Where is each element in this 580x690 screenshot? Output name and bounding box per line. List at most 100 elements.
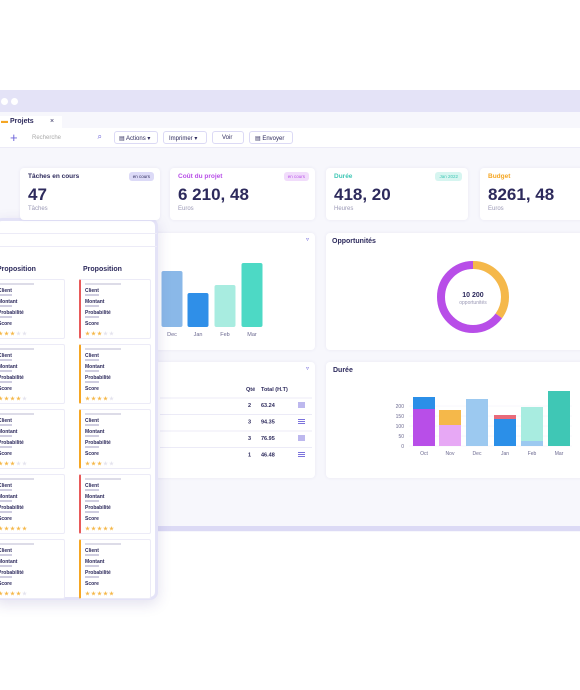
bar: [187, 293, 209, 327]
star: [4, 461, 9, 466]
star: [109, 396, 114, 401]
star: [10, 591, 15, 596]
field-label: Score: [85, 386, 99, 392]
star: [0, 526, 3, 531]
actions-button[interactable]: ▤ Actions ▾: [114, 131, 158, 144]
field-value: [0, 381, 12, 383]
field-label: Probabilité: [85, 505, 111, 511]
field-label: Montant: [0, 494, 18, 500]
field-value: [0, 489, 12, 491]
field-label: Client: [85, 483, 99, 489]
field-value: [85, 576, 99, 578]
bar: [161, 271, 183, 327]
bar-segment: [521, 441, 543, 446]
field-value: [85, 500, 99, 502]
star: [4, 396, 9, 401]
table-cell: 46.48: [261, 453, 275, 459]
star: [97, 526, 102, 531]
field-value: [0, 294, 12, 296]
field-value: [0, 554, 12, 556]
field-label: Probabilité: [85, 375, 111, 381]
star: [97, 396, 102, 401]
x-tick-label: Dec: [473, 451, 482, 457]
bar-segment: [494, 415, 516, 419]
card-header: [85, 283, 121, 285]
star: [10, 526, 15, 531]
print-button[interactable]: Imprimer ▾: [163, 131, 207, 144]
y-tick-label: 200: [396, 404, 405, 410]
table-header: Total (H.T): [261, 387, 288, 393]
column-title: Proposition: [0, 266, 36, 273]
field-label: Montant: [0, 364, 18, 370]
card-header: [0, 283, 34, 285]
star: [97, 331, 102, 336]
card-header: [0, 478, 34, 480]
star: [91, 396, 96, 401]
proposal-card: Client Montant Probabilité Score: [0, 409, 65, 469]
proposal-card: Client Montant Probabilité Score: [79, 539, 151, 599]
kpi-card: Coût du projet en cours 6 210, 48 Euros: [170, 168, 315, 220]
field-label: Montant: [85, 299, 105, 305]
proposal-card: Client Montant Probabilité Score: [0, 344, 65, 404]
field-label: Probabilité: [0, 505, 24, 511]
browser-bar: [0, 90, 580, 112]
table-cell: 94.35: [261, 420, 275, 426]
proposal-card: Client Montant Probabilité Score: [0, 474, 65, 534]
field-value: [85, 554, 99, 556]
column-title: Proposition: [83, 266, 122, 273]
kpi-title: Budget: [488, 173, 511, 180]
field-value: [0, 500, 12, 502]
star: [16, 526, 21, 531]
star: [109, 461, 114, 466]
field-value: [0, 435, 12, 437]
bar-segment: [466, 399, 488, 446]
toolbar: + Recherche ⌕ ▤ Actions ▾ Imprimer ▾ Voir…: [0, 128, 580, 148]
kpi-card: Budget 8261, 48 Euros: [480, 168, 580, 220]
star: [22, 461, 27, 466]
field-value: [0, 316, 12, 318]
star: [0, 396, 3, 401]
tab-label: Projets: [9, 118, 34, 125]
field-label: Client: [0, 418, 12, 424]
star: [22, 526, 27, 531]
kpi-unit: Tâches: [28, 206, 48, 212]
panel-title: Durée: [333, 367, 353, 374]
tab[interactable]: ▬ Projets ×: [0, 116, 62, 128]
star: [103, 461, 108, 466]
star: [16, 591, 21, 596]
button-label: Voir: [222, 135, 233, 141]
table-header: Qté: [246, 387, 255, 393]
mobile-view: Proposition Client Montant Probabilité Score…: [0, 218, 158, 600]
field-label: Score: [0, 451, 12, 457]
search[interactable]: Recherche ⌕: [32, 132, 102, 141]
star: [103, 591, 108, 596]
star: [103, 526, 108, 531]
field-value: [85, 370, 99, 372]
y-tick-label: 100: [396, 424, 405, 430]
search-placeholder: Recherche: [32, 135, 62, 141]
kpi-title: Durée: [334, 173, 353, 180]
table-cell: 1: [248, 453, 251, 459]
kpi-card: Tâches en cours en cours 47 Tâches: [20, 168, 160, 220]
bar-segment: [521, 407, 543, 441]
kpi-card: Durée Jan 2022 418, 20 Heures: [326, 168, 468, 220]
star: [85, 461, 90, 466]
field-label: Client: [85, 353, 99, 359]
star: [103, 331, 108, 336]
button-label: Imprimer: [169, 136, 193, 142]
field-value: [85, 435, 99, 437]
field-label: Score: [0, 581, 12, 587]
kpi-value: 6 210, 48: [178, 185, 249, 204]
kpi-value: 8261, 48: [488, 185, 555, 204]
y-tick-label: 0: [401, 444, 404, 450]
x-tick-label: Mar: [555, 451, 564, 457]
card-header: [0, 543, 34, 545]
proposal-card: Client Montant Probabilité Score: [79, 279, 151, 339]
field-label: Score: [85, 581, 99, 587]
y-tick-label: 150: [396, 414, 405, 420]
table-cell: 3: [248, 420, 251, 426]
x-tick-label: Jan: [501, 451, 509, 457]
view-button[interactable]: Voir: [212, 131, 244, 144]
send-button[interactable]: ▤ Envoyer: [249, 131, 293, 144]
table-cell: 2: [248, 403, 251, 409]
